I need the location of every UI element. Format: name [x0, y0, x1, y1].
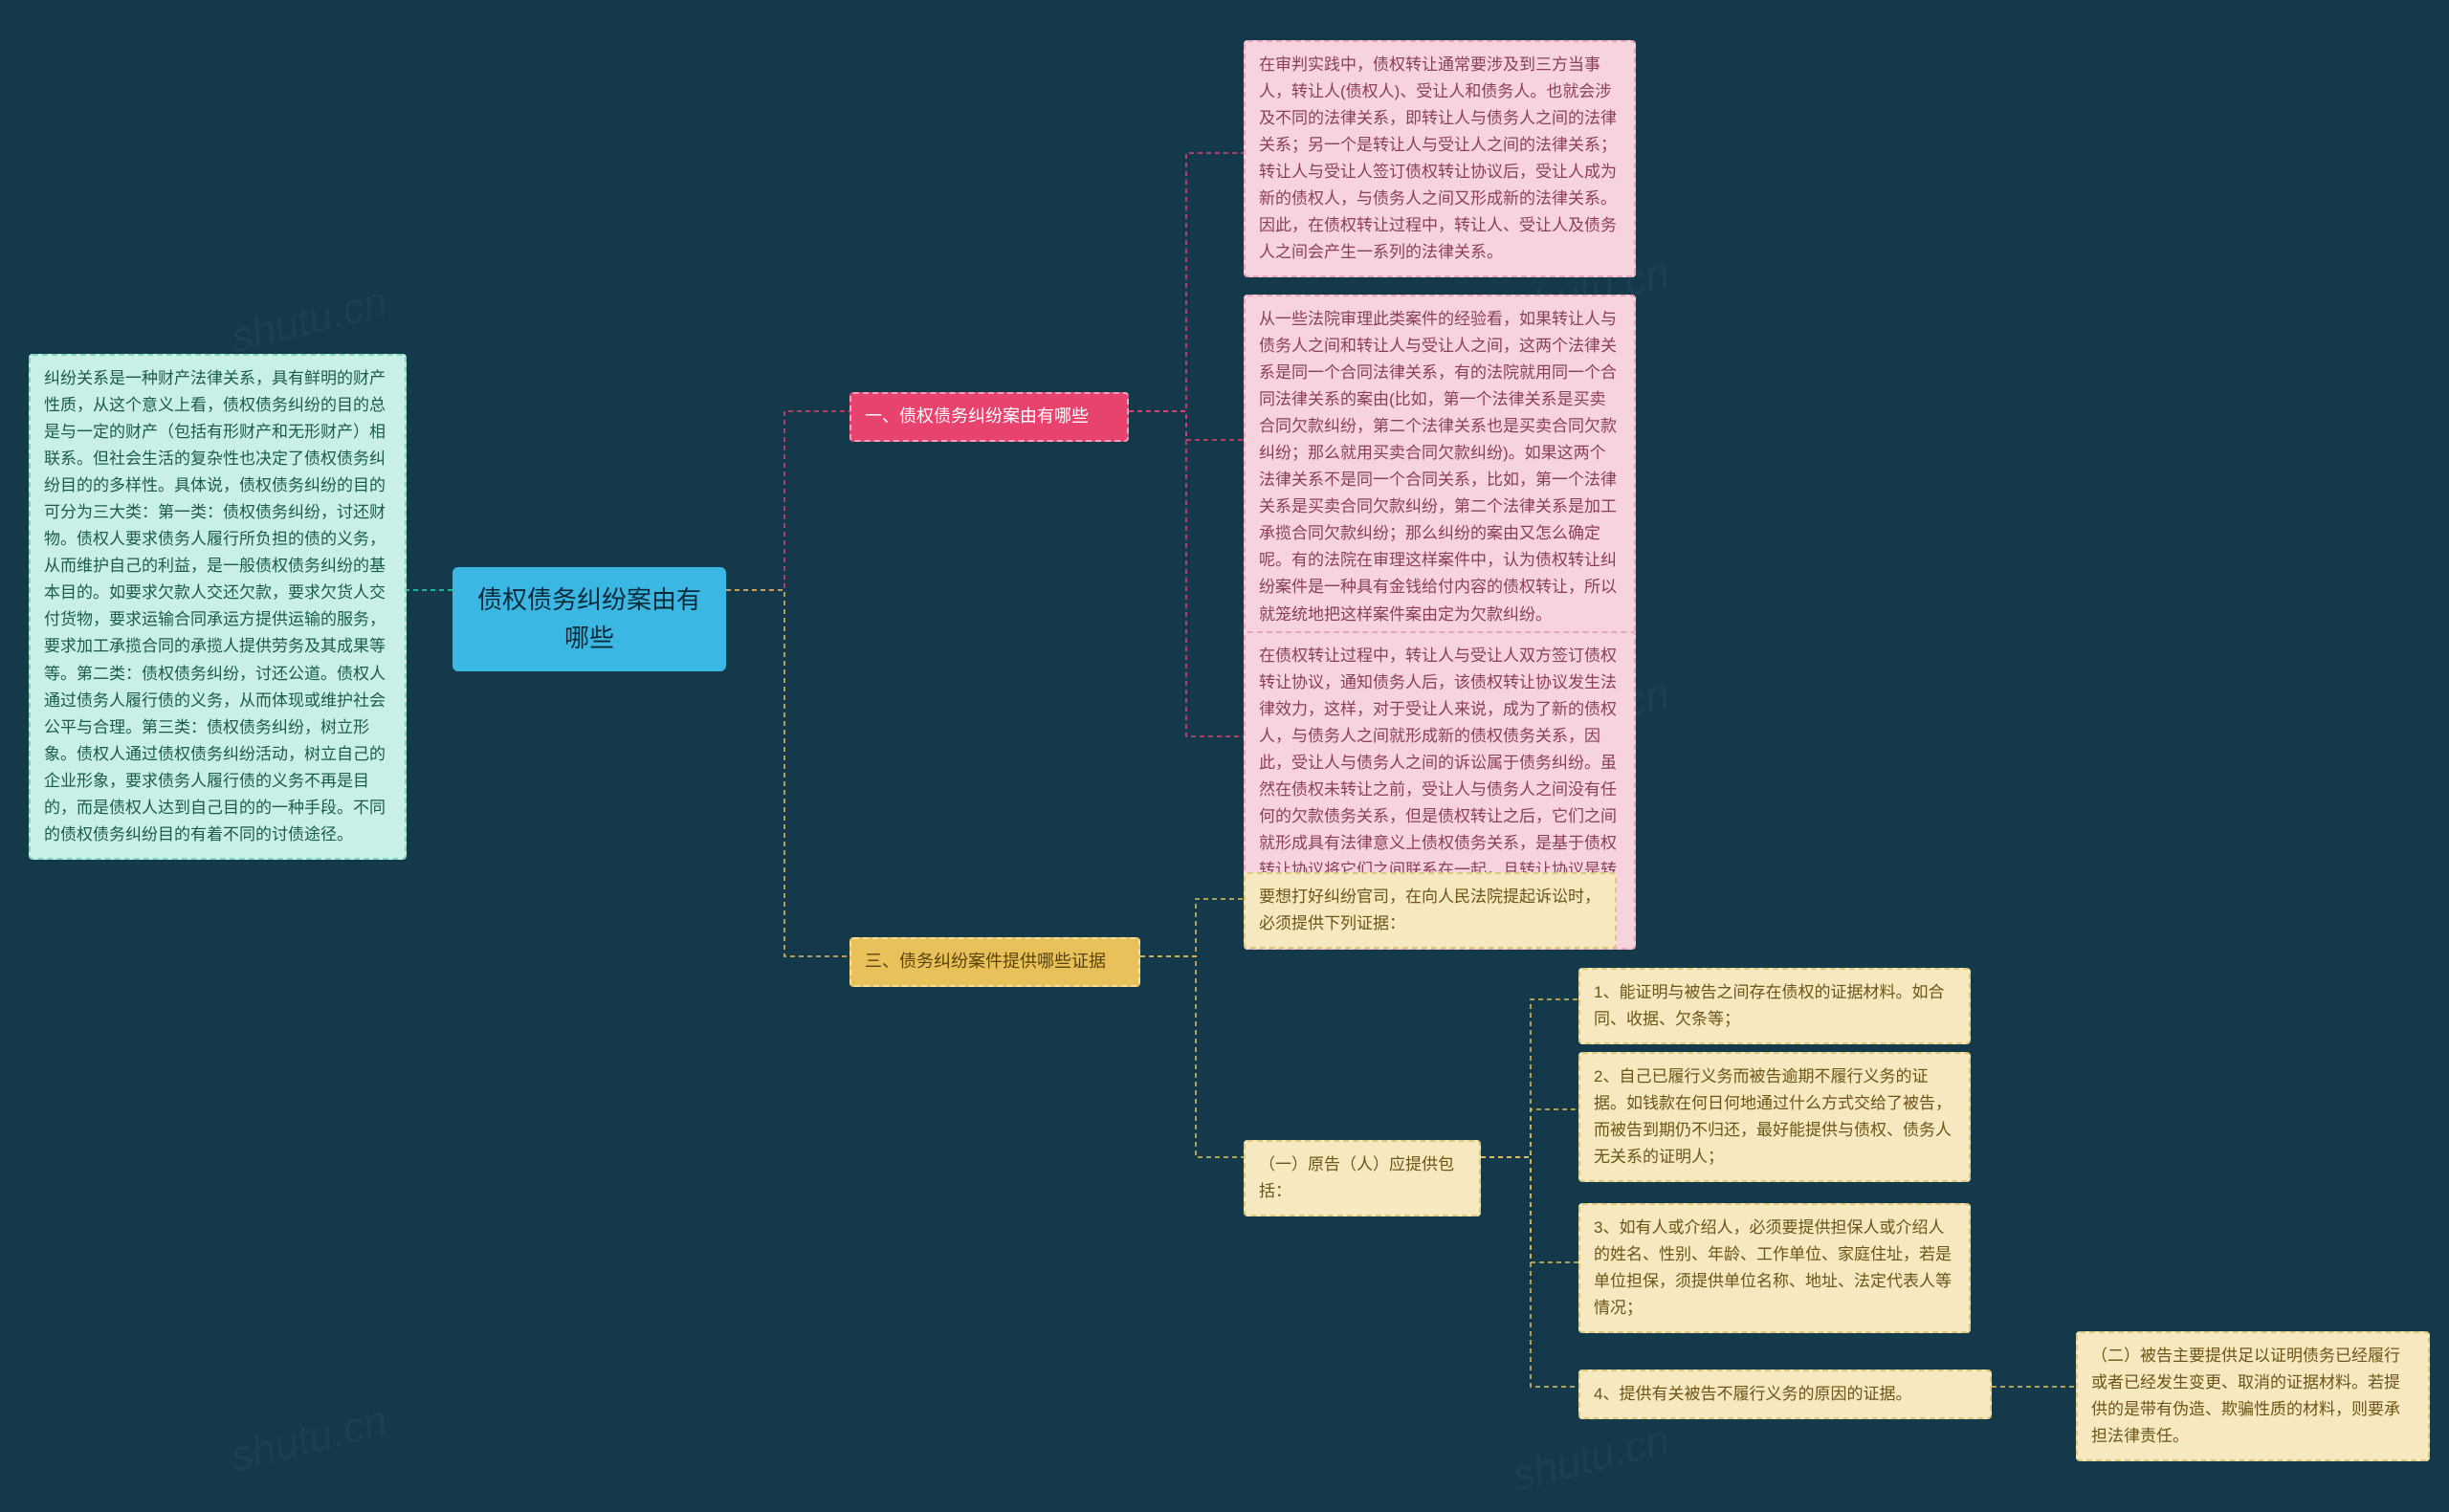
watermark: shutu.cn: [1508, 1416, 1673, 1501]
watermark: shutu.cn: [226, 278, 391, 363]
branch-3-item-2: 2、自己已履行义务而被告逾期不履行义务的证据。如钱款在何日何地通过什么方式交给了…: [1578, 1052, 1971, 1182]
root-node: 债权债务纠纷案由有哪些: [452, 567, 726, 671]
branch-3-item-4: 4、提供有关被告不履行义务的原因的证据。: [1578, 1370, 1992, 1419]
branch-2-leaf-1-visible: 纠纷关系是一种财产法律关系，具有鲜明的财产性质，从这个意义上看，债权债务纠纷的目…: [29, 354, 407, 860]
watermark: shutu.cn: [226, 1397, 391, 1482]
branch-3-item-1: 1、能证明与被告之间存在债权的证据材料。如合同、收据、欠条等；: [1578, 968, 1971, 1044]
branch-1: 一、债权债务纠纷案由有哪些: [849, 392, 1129, 442]
branch-3-intro: 要想打好纠纷官司，在向人民法院提起诉讼时，必须提供下列证据：: [1244, 872, 1617, 949]
branch-3-item-3: 3、如有人或介绍人，必须要提供担保人或介绍人的姓名、性别、年龄、工作单位、家庭住…: [1578, 1203, 1971, 1333]
branch-1-leaf-1: 在审判实践中，债权转让通常要涉及到三方当事人，转让人(债权人)、受让人和债务人。…: [1244, 40, 1636, 277]
branch-3-tail: （二）被告主要提供足以证明债务已经履行或者已经发生变更、取消的证据材料。若提供的…: [2076, 1331, 2430, 1461]
branch-1-leaf-2: 从一些法院审理此类案件的经验看，如果转让人与债务人之间和转让人与受让人之间，这两…: [1244, 295, 1636, 640]
branch-3: 三、债务纠纷案件提供哪些证据: [849, 937, 1140, 987]
branch-3-sub-label: （一）原告（人）应提供包括：: [1244, 1140, 1481, 1216]
